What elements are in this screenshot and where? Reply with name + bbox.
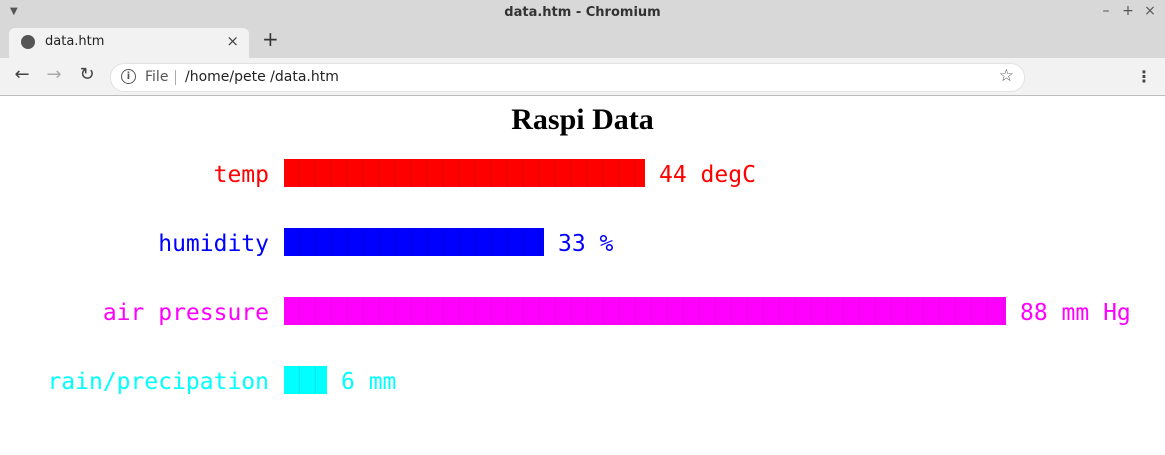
metric-row: humidity 33 % (0, 227, 1165, 267)
metric-bar (284, 228, 544, 256)
page-title: Raspi Data (511, 103, 654, 136)
url-scheme: File (145, 69, 169, 85)
metric-label: air pressure (102, 300, 269, 326)
minimize-icon[interactable]: – (1102, 3, 1110, 19)
metric-row: rain/precipation 6 mm (0, 365, 1165, 405)
metric-value: 44 degC (659, 162, 756, 188)
maximize-icon[interactable]: + (1122, 3, 1134, 19)
window-menu-icon[interactable]: ▼ (10, 6, 18, 17)
metric-row: air pressure 88 mm Hg (0, 296, 1165, 336)
tab-data-htm[interactable]: data.htm × (9, 28, 249, 58)
window-titlebar: ▼ data.htm - Chromium – + × (0, 0, 1165, 26)
tab-strip: data.htm × + (0, 26, 1165, 58)
url-text[interactable]: /home/pete /data.htm (185, 69, 339, 85)
address-bar[interactable]: i File /home/pete /data.htm ☆ (110, 63, 1025, 92)
window-title: data.htm - Chromium (504, 5, 661, 20)
metric-bar (284, 366, 327, 394)
bookmark-star-icon[interactable]: ☆ (998, 66, 1014, 86)
reload-icon[interactable]: ↻ (79, 64, 95, 85)
metric-bar (284, 297, 1006, 325)
metric-value: 6 mm (341, 369, 397, 395)
forward-arrow-icon[interactable]: → (46, 64, 62, 85)
tab-close-icon[interactable]: × (226, 32, 239, 50)
page-content: Raspi Data temp 44 degC humidity 33 % air pr… (0, 96, 1165, 455)
browser-menu-icon[interactable]: ⋮ (1136, 67, 1152, 86)
metric-bar (284, 159, 645, 187)
metric-value: 88 mm Hg (1020, 300, 1131, 326)
metric-label: rain/precipation (47, 369, 269, 395)
url-divider (175, 70, 176, 85)
close-window-icon[interactable]: × (1144, 3, 1156, 19)
globe-icon (21, 35, 35, 49)
metric-label: humidity (158, 231, 269, 257)
metric-label: temp (213, 162, 269, 188)
metric-row: temp 44 degC (0, 158, 1165, 198)
browser-toolbar: ← → ↻ i File /home/pete /data.htm ☆ ⋮ (0, 58, 1165, 96)
tab-label: data.htm (45, 34, 105, 49)
info-icon[interactable]: i (121, 69, 136, 84)
back-arrow-icon[interactable]: ← (14, 64, 30, 85)
metric-value: 33 % (558, 231, 614, 257)
new-tab-icon[interactable]: + (262, 27, 279, 51)
